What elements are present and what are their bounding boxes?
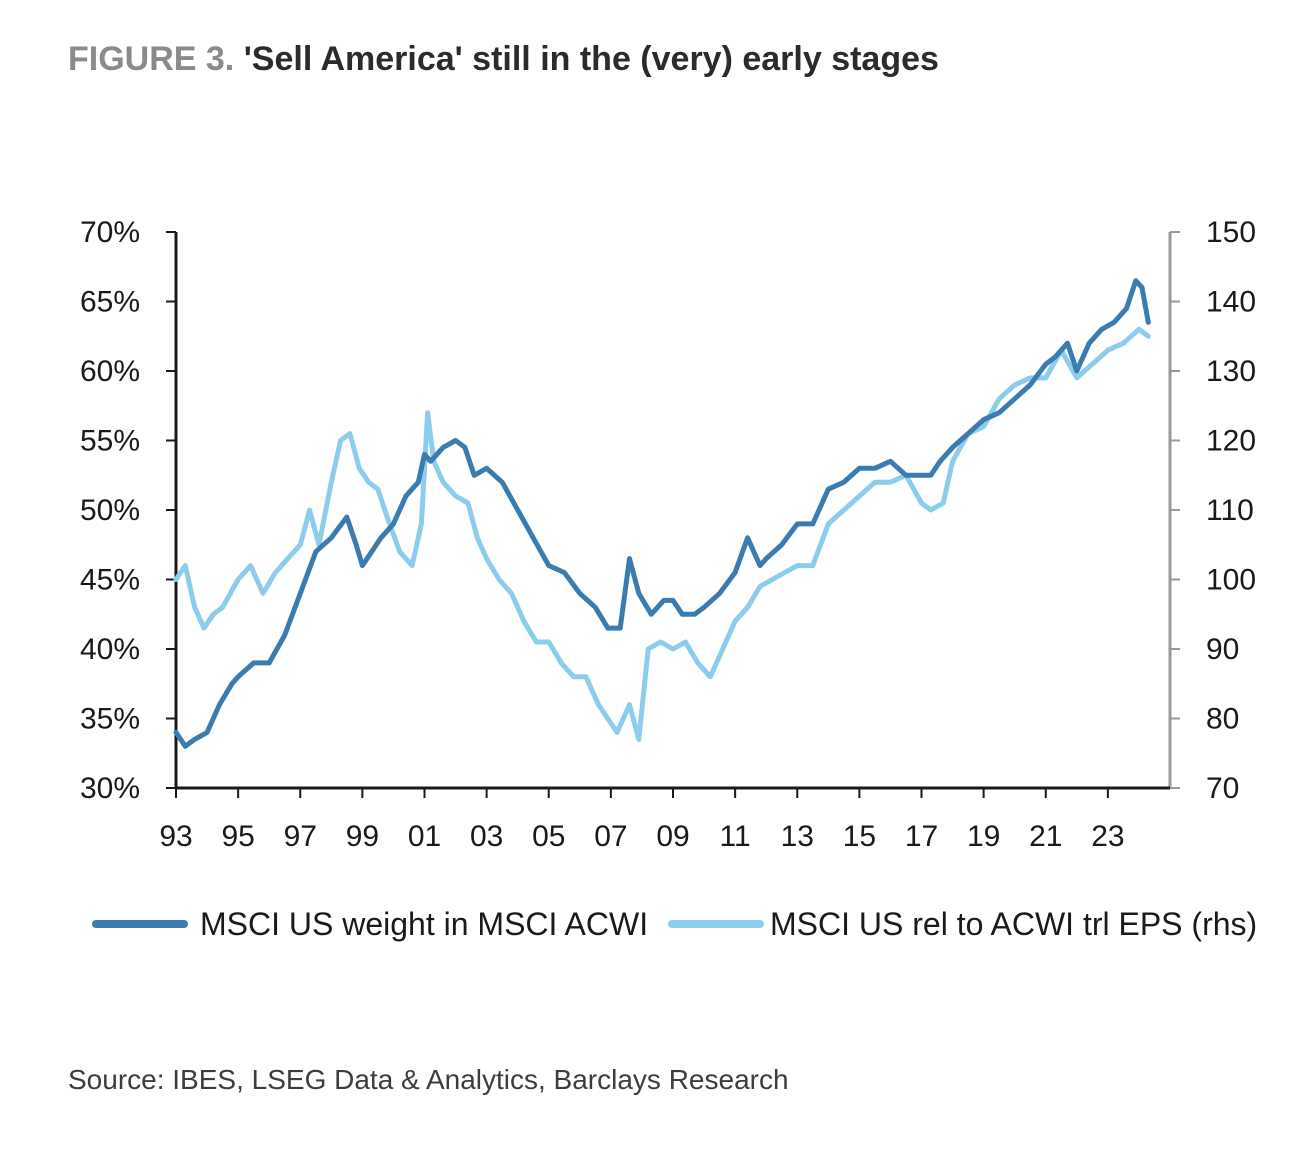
x-tick-label: 95 bbox=[221, 820, 254, 853]
x-tick-label: 01 bbox=[408, 820, 441, 853]
x-tick-label: 93 bbox=[159, 820, 192, 853]
y-right-tick-label: 120 bbox=[1206, 425, 1256, 458]
y-left-tick-label: 55% bbox=[80, 425, 140, 458]
series-line-us-weight bbox=[173, 278, 1151, 749]
x-tick-label: 17 bbox=[905, 820, 938, 853]
y-left-tick-label: 45% bbox=[80, 564, 140, 597]
y-right-tick-label: 90 bbox=[1206, 633, 1239, 666]
figure-label: FIGURE 3. bbox=[68, 40, 235, 78]
y-left-tick-label: 40% bbox=[80, 633, 140, 666]
x-tick-label: 13 bbox=[781, 820, 814, 853]
legend-label-us-weight: MSCI US weight in MSCI ACWI bbox=[200, 906, 648, 942]
x-tick-label: 21 bbox=[1029, 820, 1062, 853]
y-left-tick-label: 50% bbox=[80, 494, 140, 527]
y-right-tick-label: 150 bbox=[1206, 216, 1256, 249]
y-right-tick-label: 80 bbox=[1206, 703, 1239, 736]
figure-title-text: 'Sell America' still in the (very) early… bbox=[243, 40, 939, 78]
x-tick-label: 97 bbox=[284, 820, 317, 853]
source-note: Source: IBES, LSEG Data & Analytics, Bar… bbox=[68, 1064, 789, 1095]
y-right-tick-label: 100 bbox=[1206, 564, 1256, 597]
x-tick-label: 09 bbox=[656, 820, 689, 853]
y-left-tick-label: 70% bbox=[80, 216, 140, 249]
y-left-tick-label: 60% bbox=[80, 355, 140, 388]
x-tick-label: 11 bbox=[720, 820, 751, 853]
y-left-tick-label: 30% bbox=[80, 772, 140, 805]
y-right-tick-label: 70 bbox=[1206, 772, 1239, 805]
y-right-tick-label: 130 bbox=[1206, 355, 1256, 388]
x-tick-label: 19 bbox=[967, 820, 1000, 853]
y-left-tick-label: 35% bbox=[80, 703, 140, 736]
legend-label-eps-rel: MSCI US rel to ACWI trl EPS (rhs) bbox=[770, 906, 1257, 942]
x-tick-label: 15 bbox=[843, 820, 876, 853]
x-tick-label: 99 bbox=[346, 820, 379, 853]
y-right-tick-label: 110 bbox=[1206, 494, 1254, 527]
y-right-tick-label: 140 bbox=[1206, 286, 1256, 319]
line-chart: 30%35%40%45%50%55%60%65%70%7080901001101… bbox=[80, 216, 1257, 942]
x-tick-label: 23 bbox=[1091, 820, 1124, 853]
figure-title: FIGURE 3. 'Sell America' still in the (v… bbox=[68, 40, 939, 79]
x-tick-label: 03 bbox=[470, 820, 503, 853]
x-tick-label: 05 bbox=[532, 820, 565, 853]
y-left-tick-label: 65% bbox=[80, 286, 140, 319]
series-line-eps-rel bbox=[173, 326, 1151, 742]
x-tick-label: 07 bbox=[594, 820, 627, 853]
